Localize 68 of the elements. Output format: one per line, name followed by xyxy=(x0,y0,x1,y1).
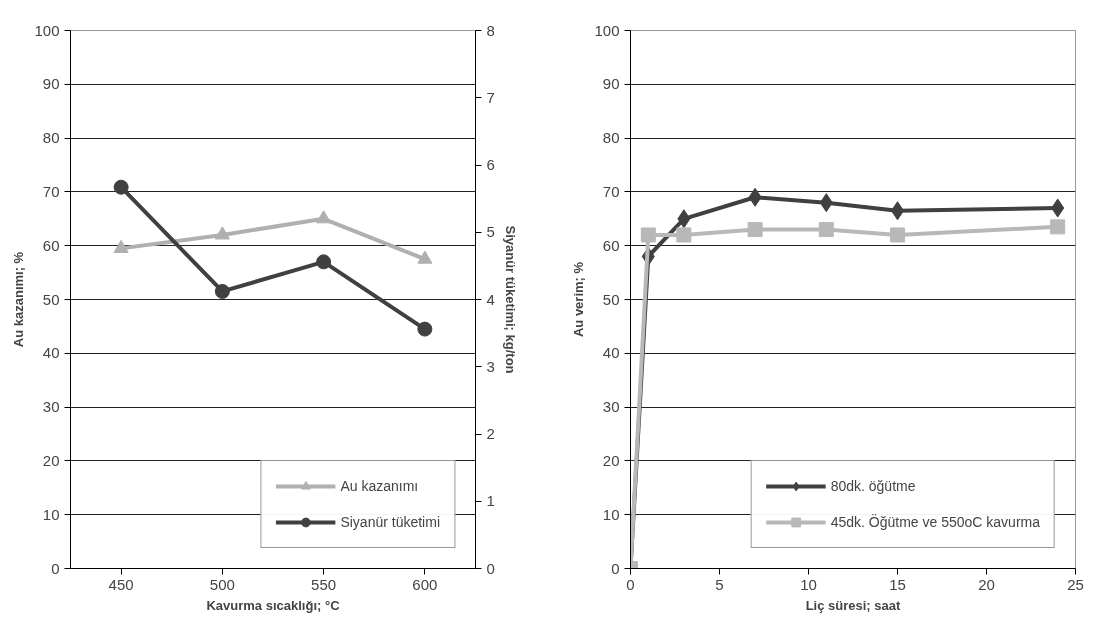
y-tick-label: 20 xyxy=(42,451,60,469)
y2-tick-label: 4 xyxy=(486,290,495,308)
y2-axis-title: Siyanür tüketimi; kg/ton xyxy=(502,225,518,374)
y-axis-title: Au kazanımı; % xyxy=(11,251,27,348)
y-tick-label: 60 xyxy=(602,236,620,254)
legend-label: 80dk. öğütme xyxy=(830,478,916,494)
y2-tick-label: 5 xyxy=(486,223,495,241)
y2-tick-label: 7 xyxy=(486,88,495,106)
y-tick-label: 70 xyxy=(602,182,620,200)
y-tick-label: 100 xyxy=(594,21,620,39)
point xyxy=(640,227,656,243)
point xyxy=(417,250,433,264)
y-tick-label: 0 xyxy=(51,559,60,577)
legend-label: Siyanür tüketimi xyxy=(340,514,440,530)
y-tick-label: 10 xyxy=(602,505,620,523)
y-tick-label: 40 xyxy=(42,344,60,362)
point xyxy=(677,209,691,229)
x-axis-title: Liç süresi; saat xyxy=(805,597,901,613)
point xyxy=(417,321,433,337)
point xyxy=(1050,219,1066,235)
x-tick-label: 10 xyxy=(800,575,817,593)
x-tick-label: 500 xyxy=(209,575,235,593)
x-tick-label: 5 xyxy=(715,575,724,593)
point xyxy=(214,283,230,299)
y-tick-label: 50 xyxy=(42,290,60,308)
legend-label: Au kazanımı xyxy=(340,478,419,494)
x-tick-label: 550 xyxy=(311,575,337,593)
y-tick-label: 40 xyxy=(602,344,620,362)
point xyxy=(1051,198,1065,218)
y-tick-label: 30 xyxy=(42,398,60,416)
y2-tick-label: 2 xyxy=(486,425,495,442)
legend-label: 45dk. Öğütme ve 550oC kavurma xyxy=(830,514,1040,530)
y-axis-title: Au verim; % xyxy=(571,261,587,338)
y2-tick-label: 8 xyxy=(486,21,495,39)
y-tick-label: 90 xyxy=(602,75,620,93)
y-tick-label: 70 xyxy=(42,182,60,200)
y-tick-label: 80 xyxy=(42,129,60,147)
y2-tick-label: 1 xyxy=(486,492,495,510)
x-tick-label: 0 xyxy=(626,575,635,593)
x-tick-label: 20 xyxy=(978,575,995,593)
point xyxy=(747,222,763,238)
point xyxy=(748,187,762,207)
point xyxy=(819,193,833,213)
y-tick-label: 20 xyxy=(602,451,620,469)
y-tick-label: 50 xyxy=(602,290,620,308)
point xyxy=(818,222,834,238)
x-tick-label: 450 xyxy=(108,575,134,593)
point xyxy=(316,210,332,224)
point xyxy=(676,227,692,243)
y-tick-label: 30 xyxy=(602,398,620,416)
x-axis-title: Kavurma sıcaklığı; °C xyxy=(206,597,341,613)
y2-tick-label: 6 xyxy=(486,156,495,173)
y-tick-label: 80 xyxy=(602,129,620,147)
point xyxy=(214,226,230,240)
point xyxy=(113,239,129,253)
x-tick-label: 15 xyxy=(889,575,906,593)
y-tick-label: 0 xyxy=(611,559,620,577)
point xyxy=(113,179,129,195)
x-tick-label: 25 xyxy=(1067,575,1084,593)
point xyxy=(890,227,905,243)
x-tick-label: 600 xyxy=(412,575,438,593)
y2-tick-label: 0 xyxy=(486,559,495,577)
y-tick-label: 100 xyxy=(34,21,60,39)
y2-tick-label: 3 xyxy=(486,357,495,375)
point xyxy=(316,254,332,270)
y-tick-label: 60 xyxy=(42,236,60,254)
y-tick-label: 90 xyxy=(42,75,60,93)
y-tick-label: 10 xyxy=(42,505,60,523)
